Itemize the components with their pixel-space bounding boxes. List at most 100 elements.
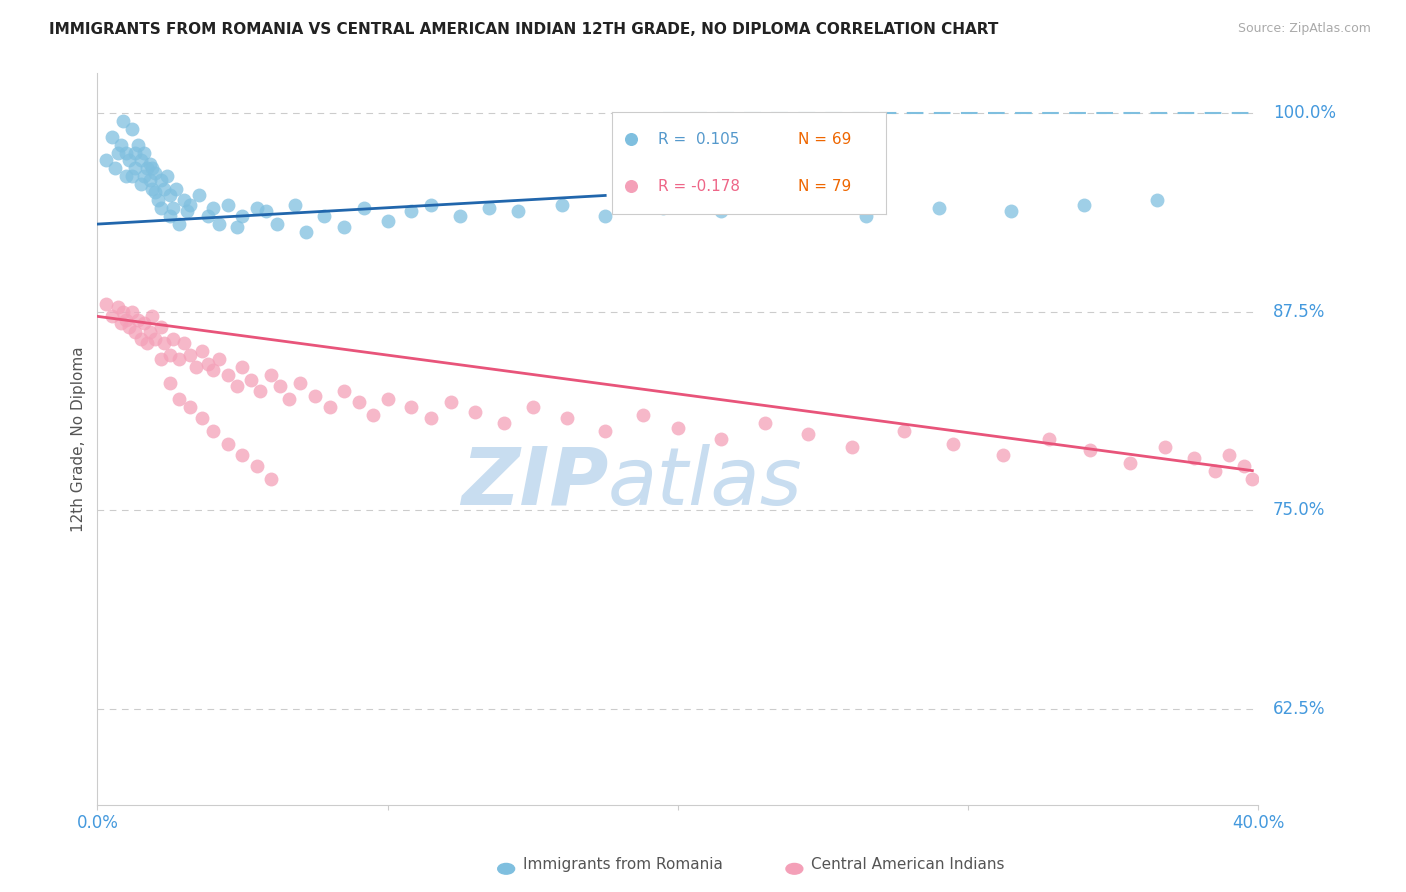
Point [557, 411, 579, 425]
Point [1038, 432, 1060, 446]
Point [191, 411, 214, 425]
Text: N = 69: N = 69 [799, 132, 852, 146]
Point [141, 310, 163, 324]
Point [277, 392, 299, 406]
Point [107, 145, 129, 160]
Point [347, 395, 370, 409]
Point [167, 392, 190, 406]
Point [593, 209, 616, 223]
Point [94, 296, 117, 310]
Point [260, 368, 283, 383]
Point [187, 188, 209, 202]
Point [104, 161, 127, 176]
Point [440, 395, 463, 409]
Point [225, 379, 247, 393]
Point [1078, 442, 1101, 457]
Point [150, 320, 173, 334]
Point [1154, 440, 1177, 454]
Point [129, 178, 152, 192]
Point [138, 172, 160, 186]
Point [110, 316, 132, 330]
Point [150, 201, 173, 215]
Point [159, 347, 181, 361]
Point [593, 424, 616, 438]
Point [150, 352, 173, 367]
Point [754, 416, 776, 430]
Point [110, 137, 132, 152]
Point [165, 182, 187, 196]
Point [121, 121, 143, 136]
Point [141, 182, 163, 196]
Point [231, 448, 253, 462]
Point [420, 198, 443, 212]
Point [132, 169, 155, 184]
Point [121, 304, 143, 318]
Point [249, 384, 271, 398]
Point [135, 336, 157, 351]
Point [101, 129, 124, 144]
Text: 100.0%: 100.0% [1272, 103, 1336, 121]
Point [312, 209, 335, 223]
Text: 75.0%: 75.0% [1272, 501, 1324, 519]
Point [145, 166, 167, 180]
Point [269, 379, 291, 393]
Point [295, 225, 318, 239]
Point [377, 214, 399, 228]
Point [124, 161, 146, 176]
Point [202, 424, 225, 438]
Point [115, 312, 138, 326]
Point [191, 344, 214, 359]
Point [1241, 472, 1264, 486]
Point [162, 201, 184, 215]
Point [666, 420, 689, 434]
Point [1182, 450, 1205, 465]
Point [138, 325, 160, 339]
Point [173, 336, 195, 351]
Point [550, 198, 572, 212]
Point [208, 217, 231, 231]
Point [353, 201, 375, 215]
Point [1218, 448, 1240, 462]
Point [1119, 456, 1142, 470]
Point [118, 320, 141, 334]
Point [304, 389, 326, 403]
Point [217, 368, 239, 383]
Point [710, 204, 733, 219]
Text: Central American Indians: Central American Indians [811, 857, 1005, 872]
Point [492, 416, 515, 430]
Point [942, 436, 965, 450]
Point [112, 304, 135, 318]
Point [377, 392, 399, 406]
Point [173, 193, 195, 207]
Text: ZIP: ZIP [461, 443, 609, 522]
Text: atlas: atlas [609, 443, 803, 522]
Point [132, 316, 155, 330]
Point [855, 209, 877, 223]
Point [217, 198, 239, 212]
Point [1204, 464, 1226, 478]
Point [115, 169, 138, 184]
Text: N = 79: N = 79 [799, 179, 851, 194]
Point [202, 201, 225, 215]
Point [318, 400, 340, 414]
Point [797, 427, 820, 442]
Point [631, 408, 654, 422]
Point [225, 220, 247, 235]
Point [783, 198, 806, 212]
Y-axis label: 12th Grade, No Diploma: 12th Grade, No Diploma [72, 346, 86, 532]
Point [176, 204, 198, 219]
Text: R = -0.178: R = -0.178 [658, 179, 740, 194]
Point [399, 400, 422, 414]
Point [652, 201, 675, 215]
Point [478, 201, 501, 215]
Point [145, 332, 167, 346]
Point [179, 198, 201, 212]
Point [197, 357, 219, 371]
Point [246, 201, 269, 215]
Point [231, 209, 253, 223]
Point [620, 132, 643, 146]
Point [121, 169, 143, 184]
Point [620, 179, 643, 194]
Point [107, 300, 129, 314]
Point [115, 145, 138, 160]
